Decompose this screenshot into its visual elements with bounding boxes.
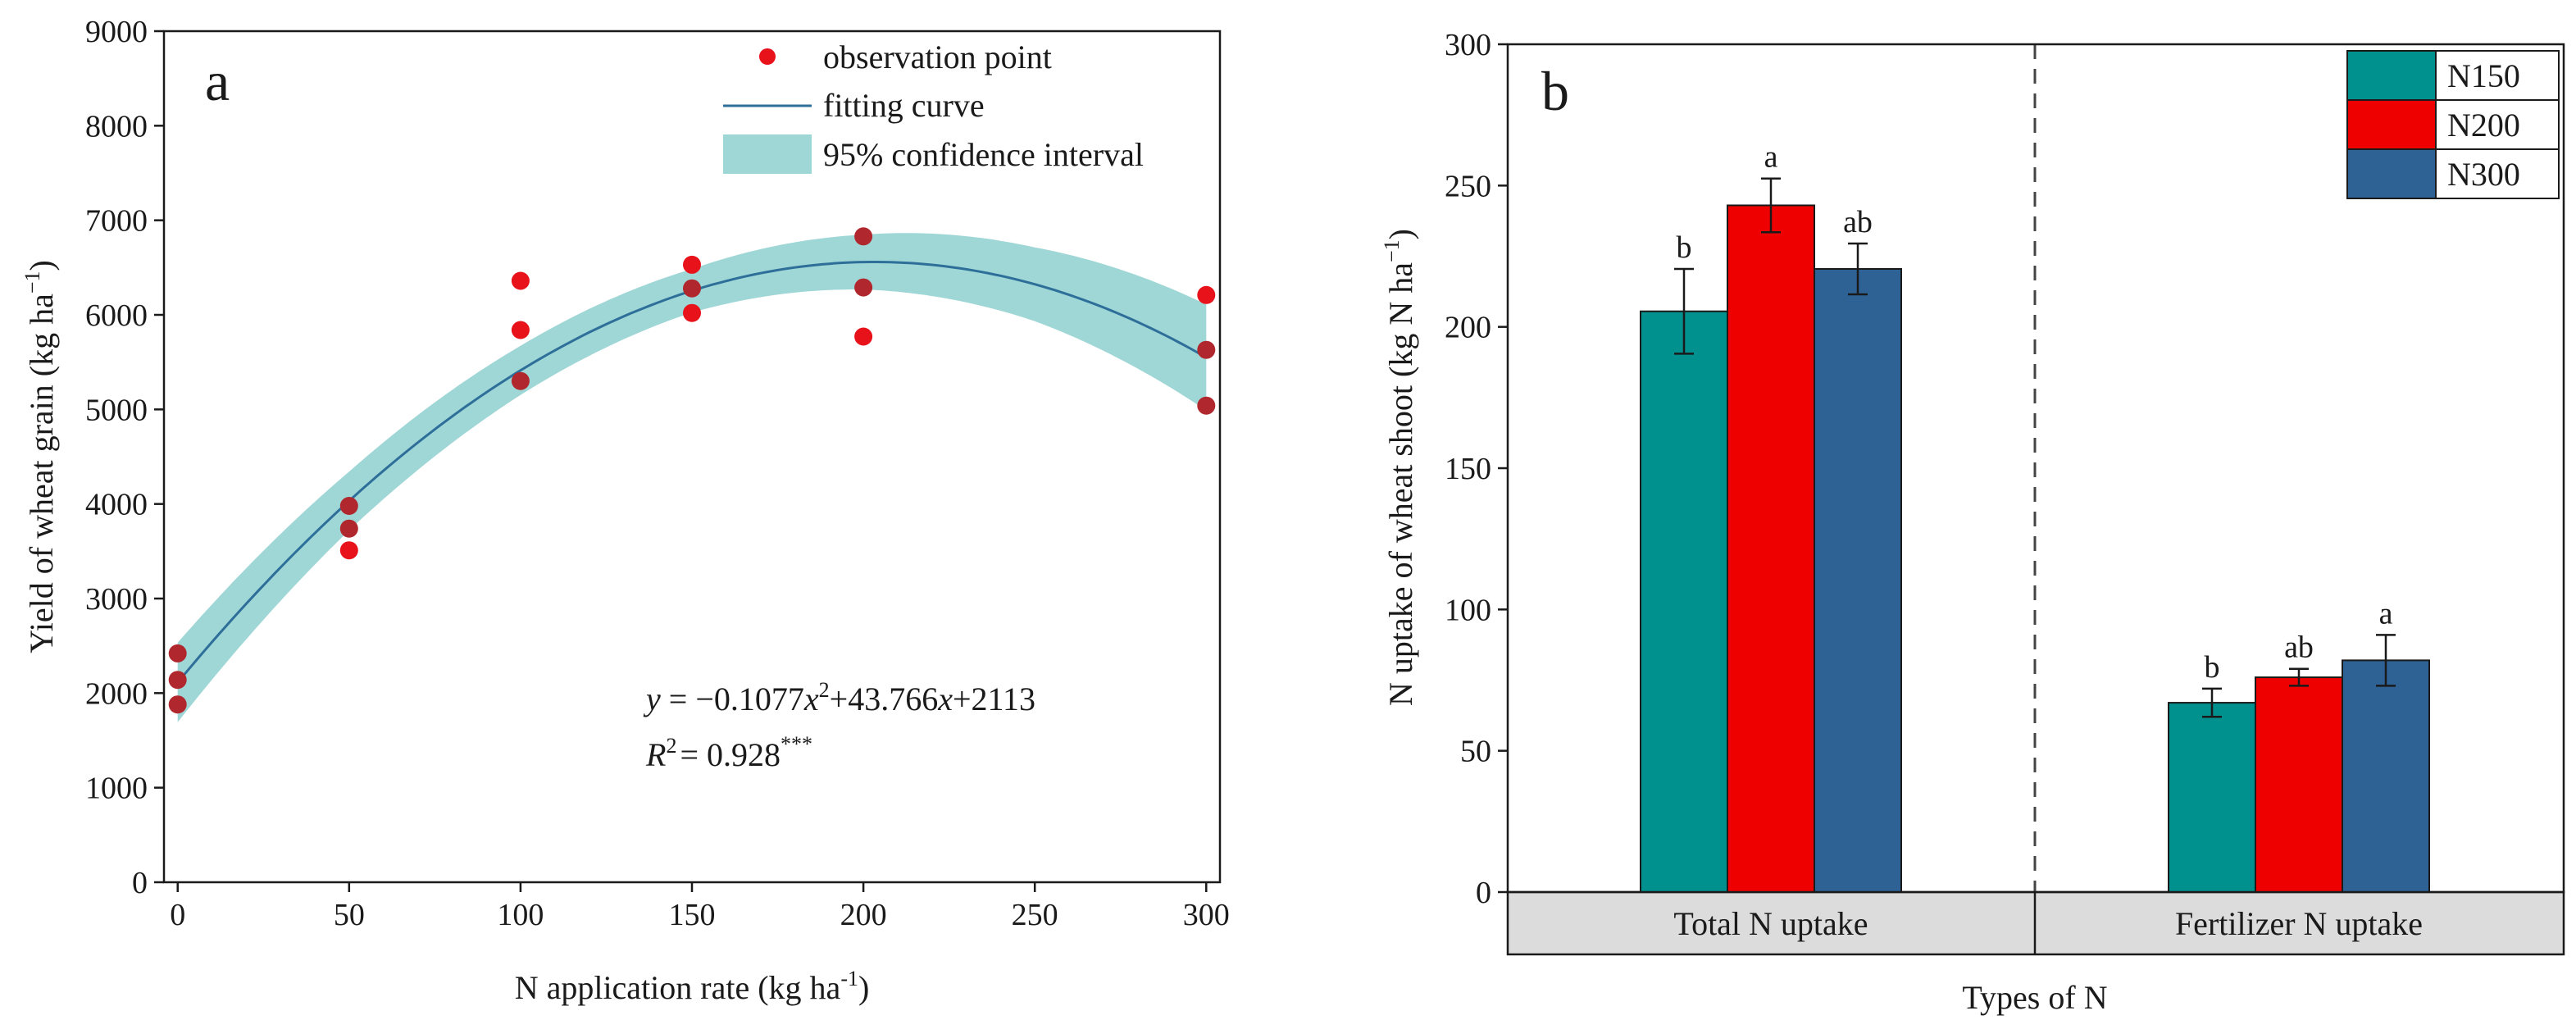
y-tick-label: 0 xyxy=(1476,876,1491,910)
x-tick-label: 250 xyxy=(1012,898,1058,932)
error-bar xyxy=(2202,687,2222,718)
error-bar xyxy=(1761,177,1781,234)
legend-b: N150 N200 N300 xyxy=(2346,50,2560,199)
y-tick-label: 50 xyxy=(1460,735,1491,769)
plot-frame-a xyxy=(162,30,1222,884)
significance-letter: ab xyxy=(2284,631,2314,665)
error-bar xyxy=(1674,267,1694,355)
observation-point xyxy=(683,255,701,274)
significance-letter: ab xyxy=(1843,205,1873,239)
panel-b: b a ab b ab a 0 50 100 150 200 250 300 b N150 N200 … xyxy=(1380,28,2565,1016)
observation-point xyxy=(511,321,530,339)
plot-frame-b xyxy=(1506,43,2565,894)
legend-n200-swatch xyxy=(2346,99,2437,150)
significance-letter: a xyxy=(1764,140,1778,175)
y-tick-label: 300 xyxy=(1445,28,1491,62)
y-tick-label: 150 xyxy=(1445,452,1491,486)
y-tick-label: 6000 xyxy=(85,298,148,333)
significance-letter: b xyxy=(2205,650,2220,685)
error-bar xyxy=(1848,242,1868,296)
observation-point xyxy=(683,303,701,322)
legend-n150-label: N150 xyxy=(2447,57,2520,94)
panel-label-a: a xyxy=(205,50,230,112)
observation-point xyxy=(683,279,701,298)
observation-point xyxy=(1197,396,1216,415)
confidence-band xyxy=(177,233,1207,722)
x-tick-label: 150 xyxy=(669,898,716,932)
observation-point xyxy=(854,327,873,346)
y-tick-label: 7000 xyxy=(85,204,148,239)
observation-point xyxy=(168,695,187,714)
significance-letter: b xyxy=(1677,230,1692,265)
legend-n300-label: N300 xyxy=(2447,156,2520,193)
y-tick-label: 200 xyxy=(1445,311,1491,345)
x-tick-label: 50 xyxy=(334,898,365,932)
bar-n300-1 xyxy=(2342,659,2430,894)
y-axis-ticks-b: 0 50 100 150 200 250 300 xyxy=(1445,28,1508,910)
y-tick-label: 100 xyxy=(1445,593,1491,627)
legend-n200-label: N200 xyxy=(2447,107,2520,143)
observation-point xyxy=(339,541,358,560)
category-label-total: Total N uptake xyxy=(1673,905,1868,942)
observation-point xyxy=(168,644,187,662)
observation-point xyxy=(339,497,358,515)
x-tick-label: 0 xyxy=(170,898,185,932)
y-axis-label-b: N uptake of wheat shoot (kg N ha−1) xyxy=(1380,229,1419,706)
x-tick-label: 100 xyxy=(497,898,544,932)
observation-point xyxy=(1197,285,1216,304)
legend-n150-swatch xyxy=(2346,50,2437,101)
observation-point xyxy=(511,271,530,290)
bars: b a ab b ab a xyxy=(1640,140,2430,894)
y-tick-label: 8000 xyxy=(85,109,148,143)
legend-ci-swatch xyxy=(723,134,812,174)
bar-n300-0 xyxy=(1814,268,1902,893)
y-tick-label: 1000 xyxy=(85,772,148,806)
bar-n150-1 xyxy=(2168,702,2256,893)
observation-points xyxy=(168,227,1216,714)
x-axis-label-a: N application rate (kg ha-1) xyxy=(515,967,870,1006)
bar-n200-0 xyxy=(1727,204,1815,893)
x-axis-label-b: Types of N xyxy=(1962,979,2107,1016)
observation-point xyxy=(1197,340,1216,359)
error-bar xyxy=(2376,634,2396,687)
legend-ci-label: 95% confidence interval xyxy=(823,136,1144,173)
y-tick-label: 3000 xyxy=(85,582,148,617)
bar-n150-0 xyxy=(1640,310,1728,893)
y-tick-label: 5000 xyxy=(85,393,148,427)
x-tick-label: 300 xyxy=(1183,898,1230,932)
observation-point xyxy=(854,227,873,246)
error-bar xyxy=(2289,667,2309,687)
observation-point xyxy=(339,519,358,538)
y-axis-ticks-a: 0 1000 2000 3000 4000 5000 6000 7000 8000 9000 xyxy=(85,15,164,900)
y-axis-label-a: Yield of wheat grain (kg ha−1) xyxy=(20,260,60,653)
significance-letter: a xyxy=(2379,596,2393,631)
x-axis-ticks-a: 0 50 100 150 200 250 300 xyxy=(170,882,1230,932)
observation-point xyxy=(854,278,873,297)
fit-r-squared: R2 = 0.928*** xyxy=(645,732,812,773)
legend-observation-marker xyxy=(759,48,776,65)
y-tick-label: 2000 xyxy=(85,676,148,711)
y-tick-label: 250 xyxy=(1445,169,1491,203)
bar-n200-1 xyxy=(2255,676,2343,893)
panel-a: 0 1000 2000 3000 4000 5000 6000 7000 8000 9000 0 5… xyxy=(20,15,1230,1006)
y-tick-label: 0 xyxy=(132,866,148,900)
observation-point xyxy=(168,671,187,690)
y-tick-label: 9000 xyxy=(85,15,148,49)
legend-fitting-label: fitting curve xyxy=(823,87,985,124)
fit-equation: y = −0.1077x2+43.766x+2113 xyxy=(643,678,1035,717)
panel-label-b: b xyxy=(1541,60,1569,122)
legend-observation-label: observation point xyxy=(823,39,1052,75)
y-tick-label: 4000 xyxy=(85,488,148,522)
x-tick-label: 200 xyxy=(840,898,887,932)
observation-point xyxy=(511,371,530,390)
category-label-fertilizer: Fertilizer N uptake xyxy=(2175,905,2423,942)
legend-n300-swatch xyxy=(2346,148,2437,199)
